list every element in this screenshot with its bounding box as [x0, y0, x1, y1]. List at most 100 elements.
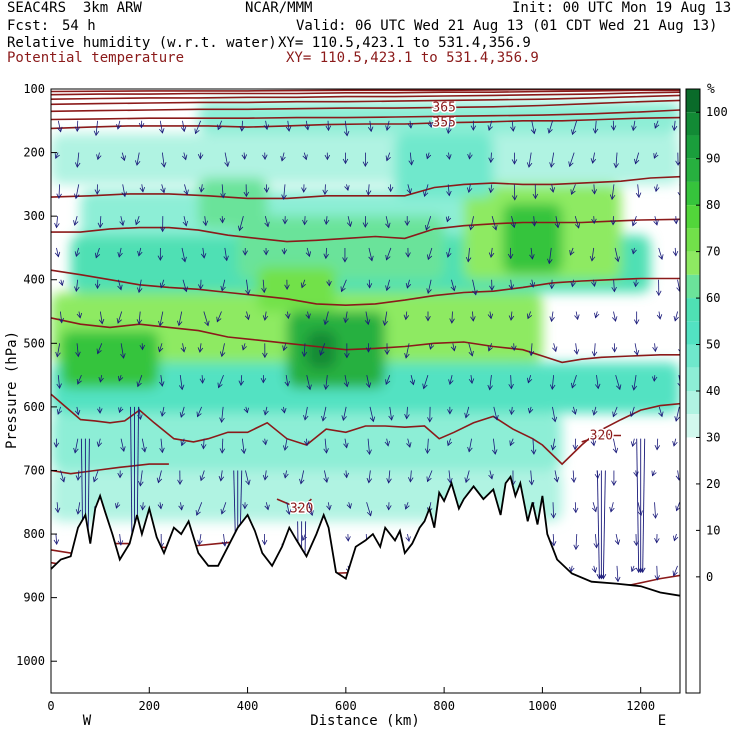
wind-vector-head — [574, 314, 580, 321]
wind-vector-head — [60, 476, 66, 483]
wind-vector — [554, 216, 561, 229]
wind-vector — [672, 565, 678, 577]
wind-vector — [76, 311, 83, 319]
wind-vector — [200, 247, 207, 259]
wind-vector — [466, 184, 473, 194]
wind-vector-shaft — [511, 120, 514, 132]
wind-vector-head — [630, 566, 636, 573]
wind-vector-head — [384, 440, 391, 447]
wind-vector-head — [262, 352, 268, 359]
wind-vector — [137, 279, 143, 294]
wind-vector — [263, 406, 269, 416]
wind-vector — [283, 470, 289, 479]
wind-vector — [366, 470, 373, 484]
wind-vector-shaft — [246, 279, 249, 295]
wind-vector-shaft — [365, 311, 369, 325]
theta-contour — [51, 463, 169, 475]
wind-vector — [613, 152, 619, 169]
wind-vector-head — [179, 412, 186, 418]
wind-vector-head — [180, 346, 187, 353]
wind-vector — [529, 247, 535, 260]
wind-vector-head — [508, 284, 515, 290]
wind-vector-shaft — [654, 343, 656, 352]
wind-vector-shaft — [652, 470, 656, 476]
wind-vector-head — [326, 280, 332, 287]
wind-vector — [217, 374, 224, 389]
wind-vector — [569, 247, 575, 256]
wind-vector-head — [633, 319, 640, 325]
wind-vector-head — [639, 567, 646, 574]
wind-vector-head — [74, 193, 80, 200]
wind-vector-head — [445, 216, 452, 223]
wind-vector — [510, 216, 516, 229]
colorbar-tick-label: 10 — [706, 523, 720, 537]
wind-vector-head — [302, 154, 308, 161]
wind-vector-head — [74, 162, 81, 168]
wind-vector-head — [425, 153, 432, 160]
wind-vector-head — [94, 189, 101, 195]
wind-vector-head — [549, 384, 556, 390]
wind-vector — [159, 120, 165, 134]
wind-vector-shaft — [593, 406, 597, 415]
wind-vector-head — [654, 444, 661, 451]
wind-vector-head — [385, 125, 391, 131]
wind-vector-shaft — [221, 343, 225, 357]
wind-vector-shaft — [200, 470, 205, 481]
wind-vector-shaft — [95, 247, 100, 258]
wind-vector — [117, 247, 123, 258]
wind-vector-shaft — [511, 406, 513, 415]
wind-vector — [117, 374, 124, 382]
wind-vector-shaft — [301, 279, 306, 288]
wind-vector-shaft — [591, 247, 595, 261]
wind-vector — [633, 343, 640, 356]
colorbar-bin-blank — [686, 460, 700, 693]
wind-vector — [529, 279, 536, 288]
colorbar-bin — [686, 251, 700, 275]
wind-vector-shaft — [407, 438, 411, 448]
rh-cell — [198, 178, 268, 229]
wind-vector-head — [237, 225, 244, 232]
wind-vector — [92, 470, 99, 483]
wind-vector-head — [137, 287, 143, 294]
wind-vector — [570, 374, 577, 389]
wind-vector-head — [73, 447, 79, 454]
wind-vector-shaft — [95, 120, 98, 136]
wind-vector-shaft — [344, 120, 348, 136]
wind-vector-head — [385, 379, 391, 386]
wind-vector-shaft — [447, 438, 451, 446]
wind-vector — [404, 406, 410, 420]
wind-vector-head — [488, 157, 494, 164]
wind-vector-head — [117, 472, 123, 479]
wind-vector — [384, 438, 391, 447]
wind-vector-shaft — [139, 470, 143, 486]
wind-vector-head — [528, 350, 535, 357]
wind-vector-head — [183, 189, 189, 196]
wind-vector-head — [472, 289, 478, 296]
wind-vector-shaft — [120, 343, 124, 359]
wind-vector-shaft — [306, 247, 310, 257]
y-tick-label: 500 — [23, 336, 45, 350]
wind-vector-head — [591, 281, 597, 287]
wind-vector-shaft — [368, 470, 371, 483]
wind-vector-head — [262, 439, 268, 446]
wind-vector-head — [549, 187, 556, 193]
wind-vector — [448, 375, 454, 385]
wind-vector-head — [610, 125, 617, 131]
wind-vector-shaft — [532, 438, 535, 455]
wind-vector-head — [342, 158, 349, 165]
theta-contour — [51, 99, 680, 113]
wind-vector-shaft — [99, 216, 102, 228]
wind-vector-shaft — [571, 184, 576, 195]
wind-vector — [179, 406, 186, 418]
wind-vector-shaft — [509, 438, 514, 446]
wind-vector — [570, 470, 577, 483]
wind-vector-head — [75, 509, 82, 515]
wind-vector — [592, 120, 599, 134]
wind-vector — [426, 470, 433, 483]
wind-vector-shaft — [161, 152, 165, 167]
wind-vector-head — [365, 382, 372, 389]
wind-vector-head — [554, 222, 561, 229]
wind-vector-head — [447, 477, 453, 484]
wind-vector-shaft — [265, 120, 268, 130]
wind-vector-head — [529, 254, 535, 260]
